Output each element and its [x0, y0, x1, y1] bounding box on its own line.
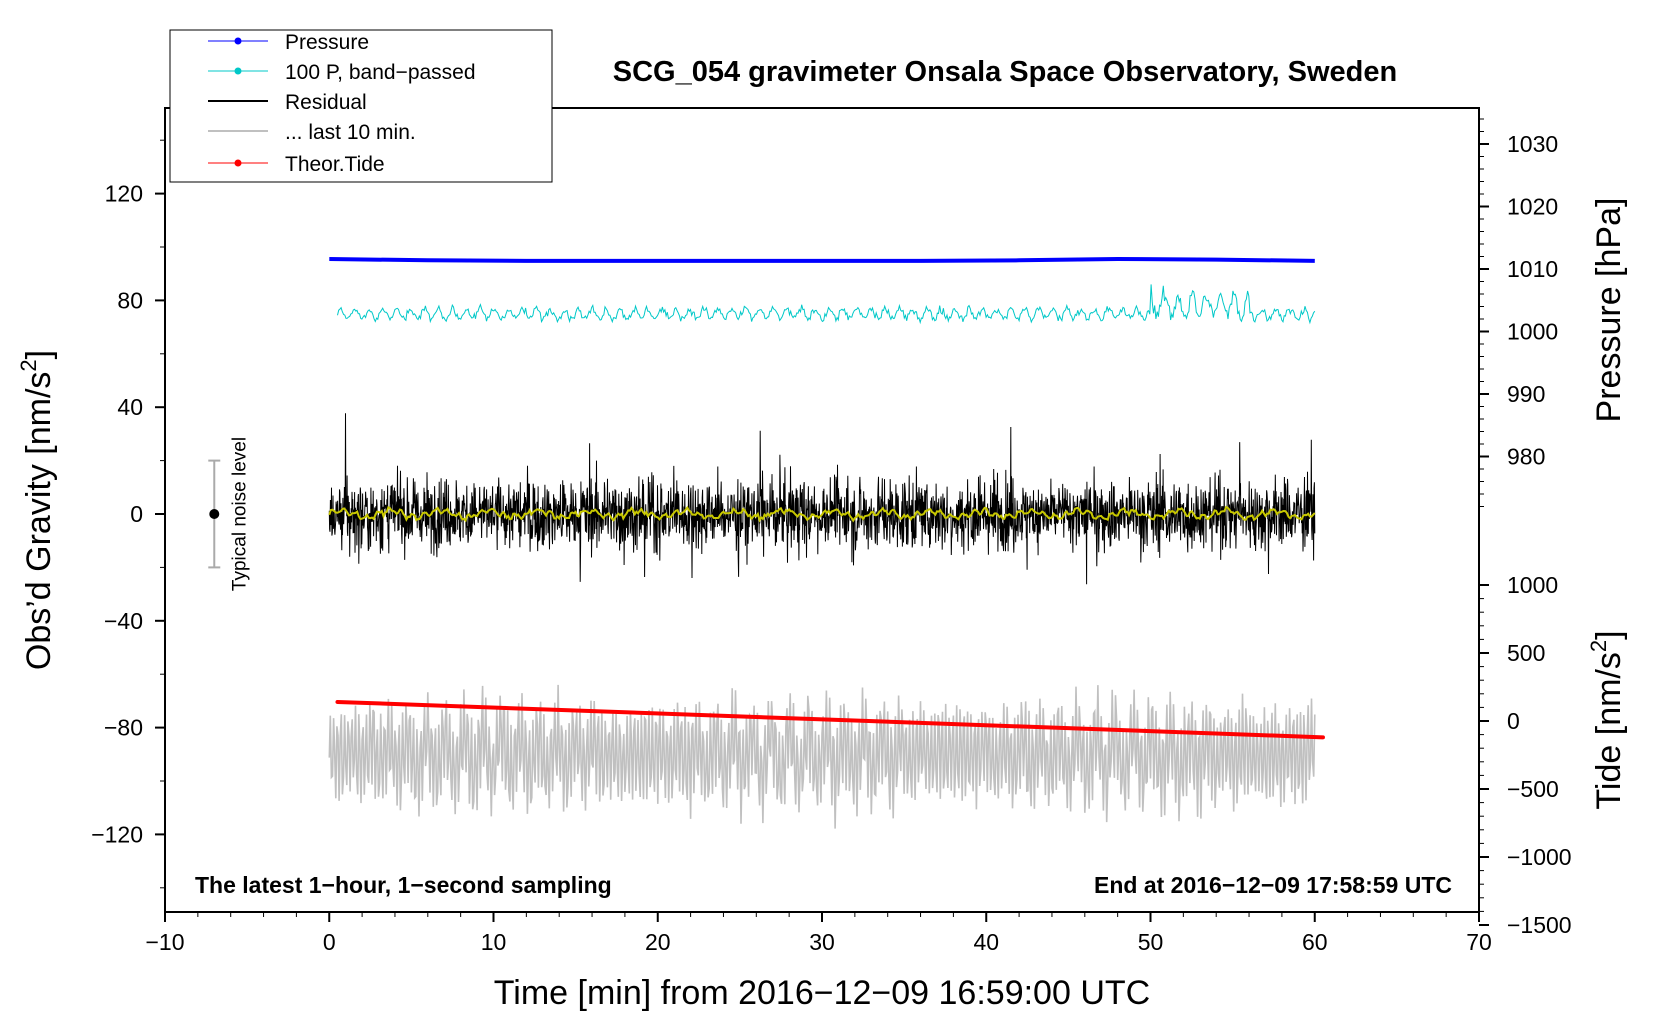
legend-entry-last10: ... last 10 min. — [208, 121, 416, 144]
legend-residual-label: Residual — [285, 91, 367, 114]
tide-tick-label: 500 — [1507, 640, 1545, 666]
legend-pressure-marker — [234, 37, 242, 45]
x-tick-label: 70 — [1466, 929, 1492, 955]
tide-axis-ticks: 1000 500 0 −500 −1000 −1500 — [1479, 572, 1572, 938]
tide-tick-label: −500 — [1507, 776, 1559, 802]
tide-tick-label: −1000 — [1507, 844, 1572, 870]
legend-entry-residual: Residual — [208, 91, 367, 114]
pressure-tick-label: 1000 — [1507, 319, 1558, 345]
tide-tick-label: −1500 — [1507, 912, 1572, 938]
x-tick-label: 60 — [1302, 929, 1328, 955]
y-left-tick-label: 40 — [117, 394, 143, 420]
y-left-axis-ticks: 120 80 40 0 −40 −80 −120 — [91, 139, 165, 889]
legend-tide-marker — [234, 159, 242, 167]
x-tick-label: 0 — [323, 929, 336, 955]
x-axis-ticks: −10 0 10 20 30 40 50 60 70 — [145, 912, 1492, 955]
y-left-label-end: ] — [20, 350, 58, 359]
x-tick-label: 10 — [481, 929, 507, 955]
x-tick-label: 30 — [809, 929, 835, 955]
chart-title: SCG_054 gravimeter Onsala Space Observat… — [613, 56, 1397, 88]
pressure-tick-label: 1010 — [1507, 256, 1558, 282]
tide-tick-label: 1000 — [1507, 572, 1558, 598]
series-bandpassed-line — [337, 284, 1316, 325]
x-axis-label: Time [min] from 2016−12−09 16:59:00 UTC — [494, 974, 1150, 1012]
pressure-tick-label: 990 — [1507, 381, 1545, 407]
annotation-bottom-left: The latest 1−hour, 1−second sampling — [195, 872, 612, 898]
series-pressure-line — [329, 257, 1315, 263]
y-left-tick-label: 0 — [130, 501, 143, 527]
annotation-bottom-right: End at 2016−12−09 17:58:59 UTC — [1094, 872, 1452, 898]
legend-box — [169, 29, 553, 183]
pressure-axis-ticks: 1030 1020 1010 1000 990 980 — [1479, 118, 1558, 507]
legend-last10-label: ... last 10 min. — [285, 121, 416, 144]
legend-tide-label: Theor.Tide — [285, 153, 385, 176]
noise-bar-dot — [209, 509, 220, 519]
x-tick-label: 50 — [1138, 929, 1164, 955]
pressure-axis-label: Pressure [hPa] — [1590, 198, 1628, 423]
y-left-tick-label: 120 — [105, 181, 143, 207]
legend-entry-tide: Theor.Tide — [208, 153, 385, 176]
y-left-axis-label: Obs’d Gravity [nm/s2] — [16, 350, 58, 670]
legend: Pressure 100 P, band−passed Residual ...… — [169, 29, 553, 183]
y-left-label-main: Obs’d Gravity [nm/s — [20, 372, 58, 671]
legend-pressure-label: Pressure — [285, 31, 369, 54]
series-layer — [328, 257, 1325, 829]
series-smoothed-residual-line — [328, 505, 1316, 523]
x-tick-label: −10 — [145, 929, 184, 955]
y-left-tick-label: 80 — [117, 287, 143, 313]
pressure-tick-label: 1020 — [1507, 194, 1558, 220]
legend-bandpassed-marker — [234, 67, 242, 75]
x-tick-label: 20 — [645, 929, 671, 955]
legend-entry-pressure: Pressure — [208, 31, 369, 54]
tide-label-main: Tide [nm/s — [1590, 652, 1628, 809]
pressure-tick-label: 980 — [1507, 444, 1545, 470]
y-left-label-sup: 2 — [16, 359, 41, 371]
noise-bar: Typical noise level — [208, 437, 250, 591]
x-tick-label: 40 — [973, 929, 999, 955]
legend-entry-bandpassed: 100 P, band−passed — [208, 61, 476, 84]
legend-bandpassed-label: 100 P, band−passed — [285, 61, 476, 84]
pressure-tick-label: 1030 — [1507, 131, 1558, 157]
noise-bar-label: Typical noise level — [229, 437, 250, 591]
tide-axis-label: Tide [nm/s2] — [1586, 630, 1628, 809]
y-left-tick-label: −40 — [104, 608, 143, 634]
tide-tick-label: 0 — [1507, 708, 1520, 734]
tide-label-end: ] — [1590, 630, 1628, 639]
y-left-tick-label: −80 — [104, 715, 143, 741]
series-tide-line — [335, 699, 1325, 740]
y-left-tick-label: −120 — [91, 821, 143, 847]
tide-label-sup: 2 — [1586, 640, 1611, 652]
series-last-10-min-line — [328, 684, 1316, 829]
series-residual-line — [328, 413, 1316, 585]
